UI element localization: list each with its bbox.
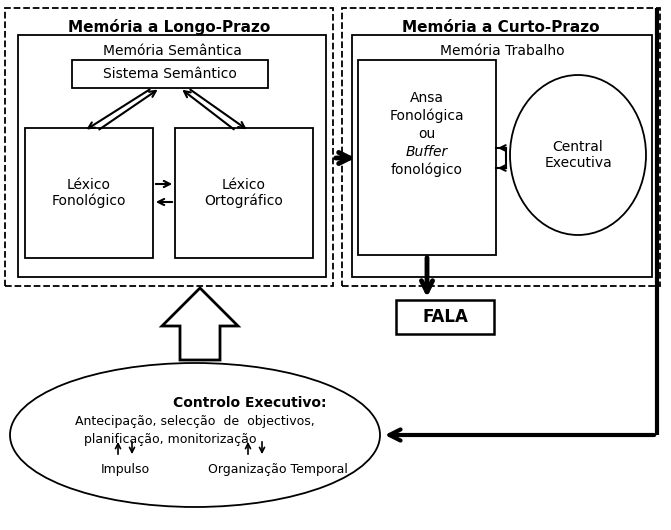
Text: Memória a Curto-Prazo: Memória a Curto-Prazo	[402, 20, 600, 34]
Text: Memória a Longo-Prazo: Memória a Longo-Prazo	[68, 19, 270, 35]
FancyBboxPatch shape	[25, 128, 153, 258]
Text: Ansa: Ansa	[410, 91, 444, 105]
FancyBboxPatch shape	[396, 300, 494, 334]
FancyBboxPatch shape	[352, 35, 652, 277]
Text: Controlo Executivo:: Controlo Executivo:	[173, 396, 327, 410]
Text: Buffer: Buffer	[406, 145, 448, 159]
Text: Fonológica: Fonológica	[390, 109, 464, 123]
Text: Memória Trabalho: Memória Trabalho	[440, 44, 564, 58]
Ellipse shape	[510, 75, 646, 235]
Text: Sistema Semântico: Sistema Semântico	[103, 67, 237, 81]
Text: Impulso: Impulso	[101, 463, 150, 475]
Text: Organização Temporal: Organização Temporal	[208, 463, 348, 475]
FancyBboxPatch shape	[175, 128, 313, 258]
Text: Central
Executiva: Central Executiva	[544, 140, 612, 170]
Text: ou: ou	[419, 127, 435, 141]
Text: Memória Semântica: Memória Semântica	[103, 44, 242, 58]
Text: Antecipação, selecção  de  objectivos,: Antecipação, selecção de objectivos,	[75, 416, 315, 428]
FancyBboxPatch shape	[5, 8, 333, 286]
Text: Léxico
Fonológico: Léxico Fonológico	[52, 178, 126, 208]
Text: planificação, monitorização: planificação, monitorização	[84, 434, 256, 446]
Text: FALA: FALA	[422, 308, 468, 326]
FancyBboxPatch shape	[358, 60, 496, 255]
FancyBboxPatch shape	[18, 35, 326, 277]
FancyBboxPatch shape	[72, 60, 268, 88]
Polygon shape	[162, 288, 238, 360]
FancyBboxPatch shape	[342, 8, 660, 286]
Text: Léxico
Ortográfico: Léxico Ortográfico	[205, 178, 283, 208]
Text: fonológico: fonológico	[391, 163, 463, 177]
Ellipse shape	[10, 363, 380, 507]
